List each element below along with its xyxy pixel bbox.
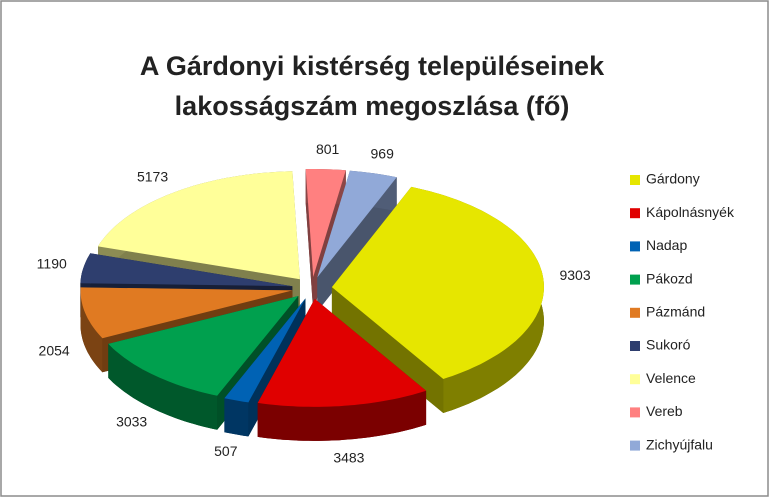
data-label: 507 [214,443,238,459]
slice-top [80,253,293,287]
slice-side [305,169,314,311]
legend-swatch [630,307,640,318]
slice-top [224,298,306,403]
data-label: 3033 [116,413,147,429]
slice-side [80,287,103,373]
slice-top [331,186,544,379]
slice-side [331,287,444,413]
chart-title: A Gárdonyi kistérség településeinek lakos… [140,51,605,121]
slice-top [317,170,397,278]
slice [257,298,427,441]
slice [331,186,544,413]
data-label: 1190 [37,256,67,272]
slice-side [317,177,397,312]
data-label: 5173 [137,169,168,185]
legend-label: Sukoró [646,337,691,353]
slice-side [108,343,218,430]
data-label: 3483 [333,449,364,465]
legend-swatch [630,274,640,285]
slice-top [98,171,300,280]
legend-swatch [630,440,640,451]
legend-swatch [630,208,640,219]
legend-swatch [630,407,640,418]
legend-swatch [630,241,640,252]
legend-swatch [630,175,640,185]
legend-label: Kápolnásnyék [646,204,735,220]
legend-label: Gárdony [646,171,700,187]
slice-side [257,390,427,441]
legend-label: Nadap [646,237,687,253]
data-label: 2054 [39,342,70,358]
legend-label: Velence [646,370,696,386]
slice-top [257,298,427,407]
legend-label: Zichyújfalu [646,436,713,452]
slice-side [224,398,249,437]
legend-label: Pázmánd [646,304,705,320]
data-label: 9303 [559,267,590,283]
slice-top [80,287,293,339]
slice-top [108,296,299,396]
legend-swatch [630,374,640,385]
data-label: 969 [371,146,395,162]
slice-top [305,169,346,277]
data-label: 801 [316,141,340,157]
legend-label: Pákozd [646,270,693,286]
legend-label: Vereb [646,403,683,419]
legend-swatch [630,341,640,351]
